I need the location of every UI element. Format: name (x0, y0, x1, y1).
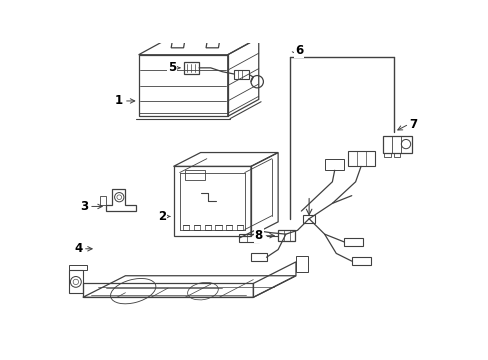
Text: 7: 7 (409, 118, 417, 131)
Text: 1: 1 (115, 94, 123, 107)
Text: 2: 2 (158, 210, 165, 223)
Text: 8: 8 (254, 229, 263, 242)
Text: 5: 5 (167, 61, 176, 74)
Text: 6: 6 (294, 44, 303, 57)
Text: 4: 4 (74, 242, 82, 255)
Text: 3: 3 (80, 200, 88, 213)
